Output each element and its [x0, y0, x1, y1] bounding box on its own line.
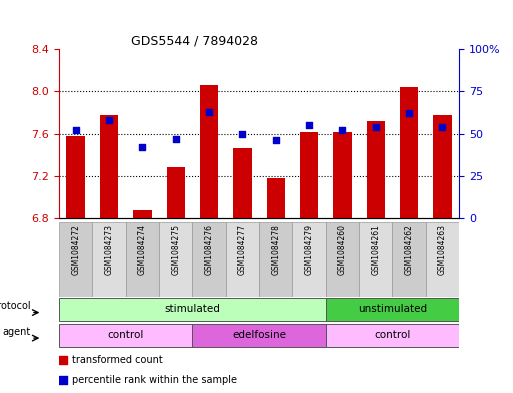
Text: edelfosine: edelfosine	[232, 330, 286, 340]
Bar	[192, 222, 226, 297]
Point	[105, 117, 113, 123]
Text: GSM1084261: GSM1084261	[371, 224, 380, 275]
Text: GDS5544 / 7894028: GDS5544 / 7894028	[131, 35, 258, 48]
Text: agent: agent	[3, 327, 31, 337]
Bar	[359, 222, 392, 297]
Text: GSM1084278: GSM1084278	[271, 224, 280, 275]
Point	[305, 122, 313, 129]
Bar	[192, 323, 326, 347]
Bar	[233, 149, 251, 218]
Bar	[392, 222, 426, 297]
Bar	[267, 178, 285, 218]
Text: control: control	[374, 330, 410, 340]
Text: unstimulated: unstimulated	[358, 305, 427, 314]
Bar	[326, 222, 359, 297]
Point	[338, 127, 346, 133]
Point	[59, 356, 67, 363]
Point	[371, 124, 380, 130]
Text: transformed count: transformed count	[72, 354, 162, 365]
Point	[71, 127, 80, 133]
Text: GSM1084272: GSM1084272	[71, 224, 80, 275]
Point	[205, 108, 213, 115]
Text: protocol: protocol	[0, 301, 31, 311]
Bar	[226, 222, 259, 297]
Bar	[59, 222, 92, 297]
Bar	[92, 222, 126, 297]
Bar	[59, 323, 192, 347]
Point	[271, 137, 280, 143]
Bar	[433, 115, 451, 218]
Bar	[259, 222, 292, 297]
Text: GSM1084260: GSM1084260	[338, 224, 347, 275]
Text: GSM1084276: GSM1084276	[205, 224, 213, 275]
Text: GSM1084274: GSM1084274	[138, 224, 147, 275]
Point	[171, 136, 180, 142]
Text: GSM1084275: GSM1084275	[171, 224, 180, 275]
Bar	[133, 210, 151, 218]
Text: percentile rank within the sample: percentile rank within the sample	[72, 375, 236, 386]
Bar	[333, 132, 351, 218]
Point	[438, 124, 446, 130]
Bar	[100, 115, 118, 218]
Point	[138, 144, 147, 150]
Text: control: control	[108, 330, 144, 340]
Bar	[367, 121, 385, 218]
Bar	[167, 167, 185, 218]
Point	[405, 110, 413, 116]
Text: GSM1084273: GSM1084273	[105, 224, 113, 275]
Bar	[159, 222, 192, 297]
Bar	[59, 298, 326, 321]
Text: GSM1084262: GSM1084262	[405, 224, 413, 275]
Bar	[326, 298, 459, 321]
Bar	[400, 87, 418, 218]
Bar	[426, 222, 459, 297]
Point	[238, 130, 246, 137]
Text: GSM1084277: GSM1084277	[238, 224, 247, 275]
Bar	[300, 132, 318, 218]
Bar	[326, 323, 459, 347]
Bar	[292, 222, 326, 297]
Text: GSM1084279: GSM1084279	[305, 224, 313, 275]
Bar	[200, 85, 218, 218]
Point	[59, 377, 67, 384]
Text: GSM1084263: GSM1084263	[438, 224, 447, 275]
Bar	[126, 222, 159, 297]
Bar	[67, 136, 85, 218]
Text: stimulated: stimulated	[165, 305, 220, 314]
